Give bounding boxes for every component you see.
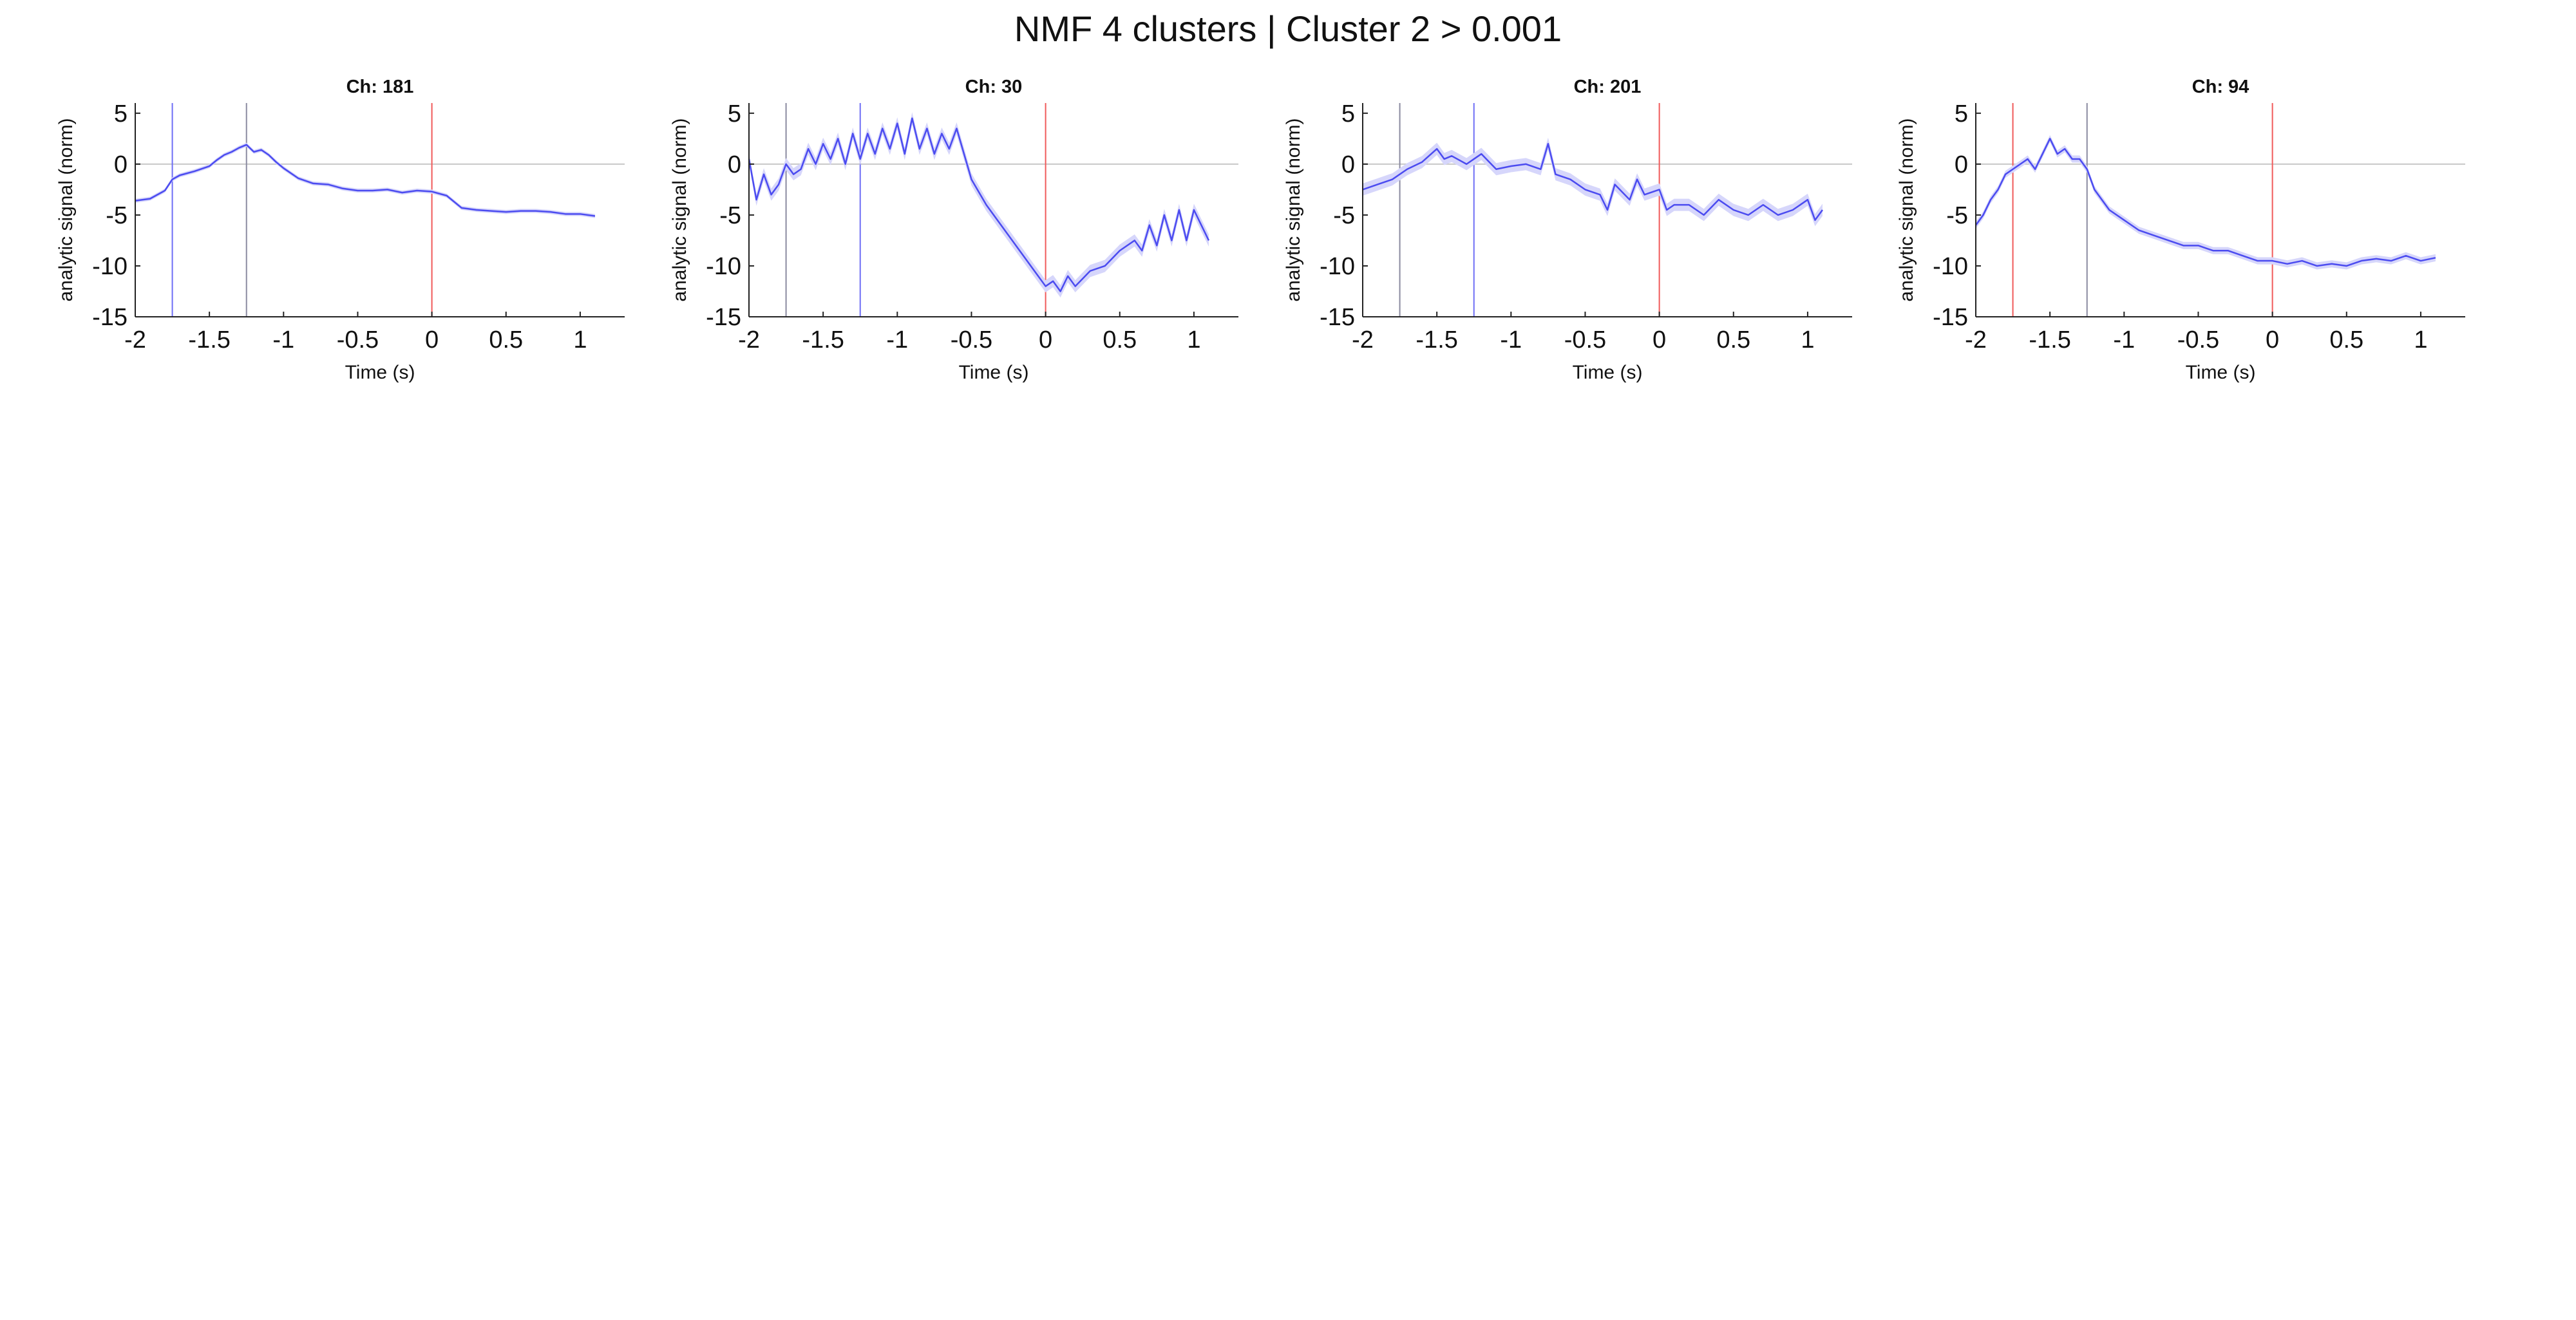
- y-tick-label: -10: [1320, 253, 1355, 280]
- x-tick-label: -1: [886, 326, 908, 354]
- x-tick-label: 1: [573, 326, 587, 354]
- x-tick-label: -1.5: [1416, 326, 1457, 354]
- chart-panel-1: -2 -1.5 -1 -0.5 0 0.5 1 5 0 -5 -10 -15 Ch: 181 Time (…: [55, 77, 625, 383]
- x-tick-label: 0.5: [2329, 326, 2363, 354]
- chart-title: Ch: 30: [965, 77, 1023, 97]
- series-line: [748, 117, 1210, 292]
- error-band: [1363, 137, 1823, 227]
- y-tick-label: -10: [92, 253, 128, 280]
- chart-title: Ch: 94: [2192, 77, 2249, 97]
- error-band: [749, 112, 1209, 297]
- x-tick-label: -1.5: [802, 326, 844, 354]
- y-tick-label: -10: [706, 253, 741, 280]
- x-tick-label: -1: [2113, 326, 2135, 354]
- y-tick-label: -15: [706, 304, 741, 331]
- x-tick-label: -0.5: [1564, 326, 1606, 354]
- y-tick-label: 0: [1955, 151, 1968, 178]
- x-tick-label: -0.5: [951, 326, 992, 354]
- y-tick-label: -5: [719, 202, 741, 229]
- y-tick-label: 5: [1955, 100, 1968, 127]
- y-axis-label: analytic signal (norm): [55, 118, 77, 301]
- y-tick-label: -15: [1320, 304, 1355, 331]
- x-tick-label: 0.5: [489, 326, 523, 354]
- x-tick-label: -1.5: [2029, 326, 2070, 354]
- y-tick-label: -5: [1946, 202, 1968, 229]
- x-tick-label: -2: [1352, 326, 1374, 354]
- series-line: [1975, 138, 2436, 267]
- x-tick-label: -0.5: [337, 326, 379, 354]
- x-tick-label: 0: [425, 326, 439, 354]
- x-tick-label: 0.5: [1716, 326, 1750, 354]
- x-tick-label: 0: [2266, 326, 2279, 354]
- series-line: [135, 144, 596, 217]
- series-line: [1362, 142, 1823, 222]
- y-tick-label: 0: [1341, 151, 1355, 178]
- error-band: [135, 142, 595, 218]
- y-tick-label: -5: [1333, 202, 1355, 229]
- y-tick-label: -5: [106, 202, 128, 229]
- y-tick-label: -15: [1933, 304, 1968, 331]
- y-tick-label: -15: [92, 304, 128, 331]
- y-tick-label: 0: [114, 151, 128, 178]
- x-tick-label: -2: [124, 326, 146, 354]
- x-tick-label: 1: [2414, 326, 2427, 354]
- chart-panel-4: -2 -1.5 -1 -0.5 0 0.5 1 5 0 -5 -10 -15 Ch: 94 Time (s…: [1896, 77, 2465, 383]
- x-tick-label: 0: [1653, 326, 1666, 354]
- y-tick-label: 5: [1341, 100, 1355, 127]
- x-axis-label: Time (s): [959, 362, 1029, 383]
- figure-title: NMF 4 clusters | Cluster 2 > 0.001: [1014, 8, 1562, 49]
- x-axis-label: Time (s): [345, 362, 415, 383]
- x-tick-label: 1: [1187, 326, 1200, 354]
- x-tick-label: -1.5: [188, 326, 230, 354]
- x-tick-label: -2: [738, 326, 760, 354]
- y-tick-label: 0: [728, 151, 741, 178]
- x-tick-label: 0.5: [1103, 326, 1137, 354]
- x-tick-label: -2: [1965, 326, 1987, 354]
- x-tick-label: -1: [272, 326, 294, 354]
- x-tick-label: 1: [1801, 326, 1814, 354]
- x-axis-label: Time (s): [2186, 362, 2256, 383]
- y-tick-label: 5: [114, 100, 128, 127]
- error-band: [1976, 135, 2436, 270]
- x-tick-label: 0: [1039, 326, 1052, 354]
- chart-title: Ch: 181: [346, 77, 414, 97]
- y-axis-label: analytic signal (norm): [669, 118, 690, 301]
- y-axis-label: analytic signal (norm): [1283, 118, 1304, 301]
- x-axis-label: Time (s): [1573, 362, 1643, 383]
- x-tick-label: -0.5: [2177, 326, 2219, 354]
- chart-title: Ch: 201: [1574, 77, 1642, 97]
- y-tick-label: 5: [728, 100, 741, 127]
- x-tick-label: -1: [1500, 326, 1522, 354]
- chart-panel-2: -2 -1.5 -1 -0.5 0 0.5 1 5 0 -5 -10 -15 Ch: 30 Time (s…: [669, 77, 1238, 383]
- chart-panel-3: -2 -1.5 -1 -0.5 0 0.5 1 5 0 -5 -10 -15 Ch: 201 Time (…: [1283, 77, 1852, 383]
- y-tick-label: -10: [1933, 253, 1968, 280]
- y-axis-label: analytic signal (norm): [1896, 118, 1917, 301]
